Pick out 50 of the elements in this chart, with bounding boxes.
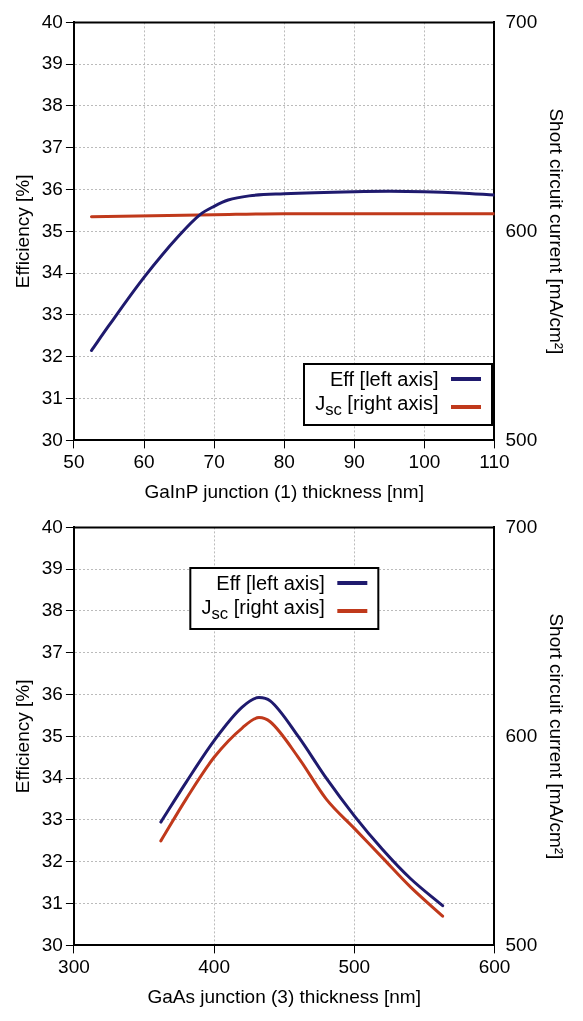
y2-tick-label: 600 <box>505 219 538 241</box>
y-tick-label: 40 <box>41 515 63 537</box>
y-tick-label: 35 <box>41 219 63 241</box>
x-tick-label: 300 <box>58 956 90 978</box>
y2-tick-label: 700 <box>505 10 538 32</box>
legend-label: J$_{sc}$ [right axis] <box>201 595 325 626</box>
x-tick-label: 600 <box>478 956 511 978</box>
legend-label: J$_{sc}$ [right axis] <box>315 391 439 422</box>
y-tick-label: 33 <box>41 303 63 325</box>
y-tick-label: 37 <box>41 136 63 158</box>
x-tick-label: 100 <box>408 451 441 473</box>
y2-axis-title: Short circuit current [mA/cm²] <box>546 108 568 355</box>
legend-label: Eff [left axis] <box>216 571 325 596</box>
y-tick-label: 33 <box>41 808 63 830</box>
y-tick-label: 35 <box>41 724 63 746</box>
y-tick-label: 40 <box>41 10 63 32</box>
x-axis-title: GaAs junction (3) thickness [nm] <box>147 985 421 1007</box>
y-tick-label: 36 <box>41 682 63 704</box>
x-tick-label: 400 <box>198 956 230 978</box>
y-tick-label: 32 <box>41 345 63 367</box>
line-series <box>89 189 495 353</box>
y-axis-title: Efficiency [%] <box>11 679 33 794</box>
y2-tick-label: 600 <box>505 724 538 746</box>
x-tick-label: 60 <box>133 451 155 473</box>
y2-tick-label: 700 <box>505 515 538 537</box>
y-axis-title: Efficiency [%] <box>11 174 33 289</box>
y2-tick-label: 500 <box>505 428 538 450</box>
y-tick-label: 38 <box>41 94 63 116</box>
x-tick-label: 110 <box>479 451 510 473</box>
y2-tick-label: 500 <box>505 933 538 955</box>
y-tick-label: 38 <box>41 599 63 621</box>
x-tick-label: 80 <box>273 451 295 473</box>
y-tick-label: 39 <box>41 52 63 74</box>
y-tick-label: 39 <box>41 557 63 579</box>
y2-axis-title: Short circuit current [mA/cm²] <box>546 613 568 860</box>
y-tick-label: 30 <box>41 933 63 955</box>
y-tick-label: 34 <box>41 261 64 283</box>
x-tick-label: 500 <box>338 956 371 978</box>
y-tick-label: 32 <box>41 850 63 872</box>
x-tick-label: 90 <box>343 451 365 473</box>
x-axis-title: GaInP junction (1) thickness [nm] <box>144 480 424 502</box>
legend-label: Eff [left axis] <box>329 367 439 392</box>
y-tick-label: 31 <box>41 891 63 913</box>
y-tick-label: 31 <box>41 386 63 408</box>
y-tick-label: 37 <box>41 641 63 663</box>
x-tick-label: 50 <box>63 451 85 473</box>
y-tick-label: 30 <box>41 428 63 450</box>
x-tick-label: 70 <box>203 451 225 473</box>
y-tick-label: 34 <box>41 766 64 788</box>
y-tick-label: 36 <box>41 177 63 199</box>
